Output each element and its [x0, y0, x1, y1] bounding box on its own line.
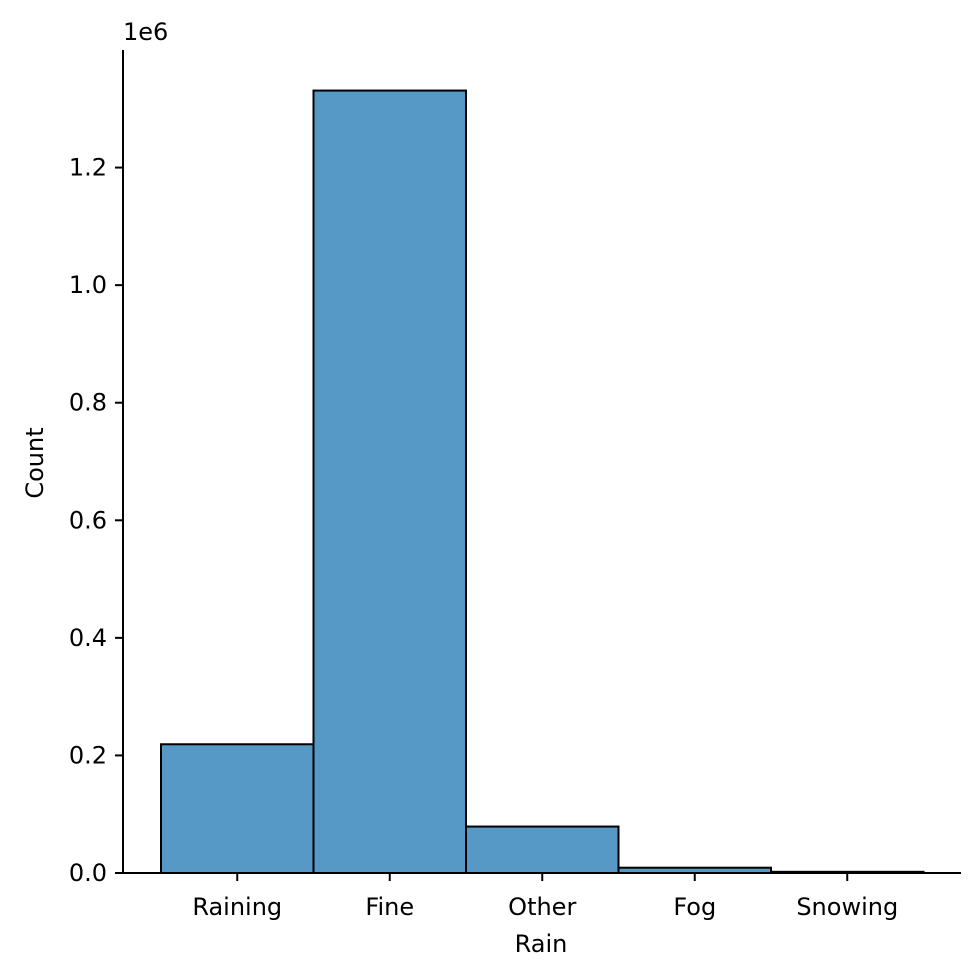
y-tick-label: 1.2: [69, 154, 107, 182]
y-axis-label: Count: [21, 427, 49, 498]
x-tick-label: Other: [508, 893, 576, 921]
x-tick-label: Fog: [673, 893, 716, 921]
y-ticks-layer: 0.0 0.2 0.4 0.6 0.8 1.0 1.2: [69, 154, 123, 887]
y-offset-label: 1e6: [123, 18, 168, 46]
bar-other: [465, 825, 620, 874]
y-tick-label: 0.8: [69, 389, 107, 417]
y-tick-label: 0.4: [69, 624, 107, 652]
bar-fine: [312, 89, 467, 875]
y-tick-label: 0.6: [69, 506, 107, 534]
x-tick-label: Raining: [192, 893, 282, 921]
y-tick-label: 0.0: [69, 859, 107, 887]
y-tick-label: 1.0: [69, 271, 107, 299]
x-ticks-layer: Raining Fine Other Fog Snowing: [192, 873, 898, 921]
x-axis-label: Rain: [515, 930, 568, 958]
x-tick-label: Fine: [365, 893, 414, 921]
bars-layer: [160, 89, 925, 875]
x-tick-label: Snowing: [796, 893, 898, 921]
y-tick-label: 0.2: [69, 741, 107, 769]
bar-raining: [160, 743, 315, 874]
